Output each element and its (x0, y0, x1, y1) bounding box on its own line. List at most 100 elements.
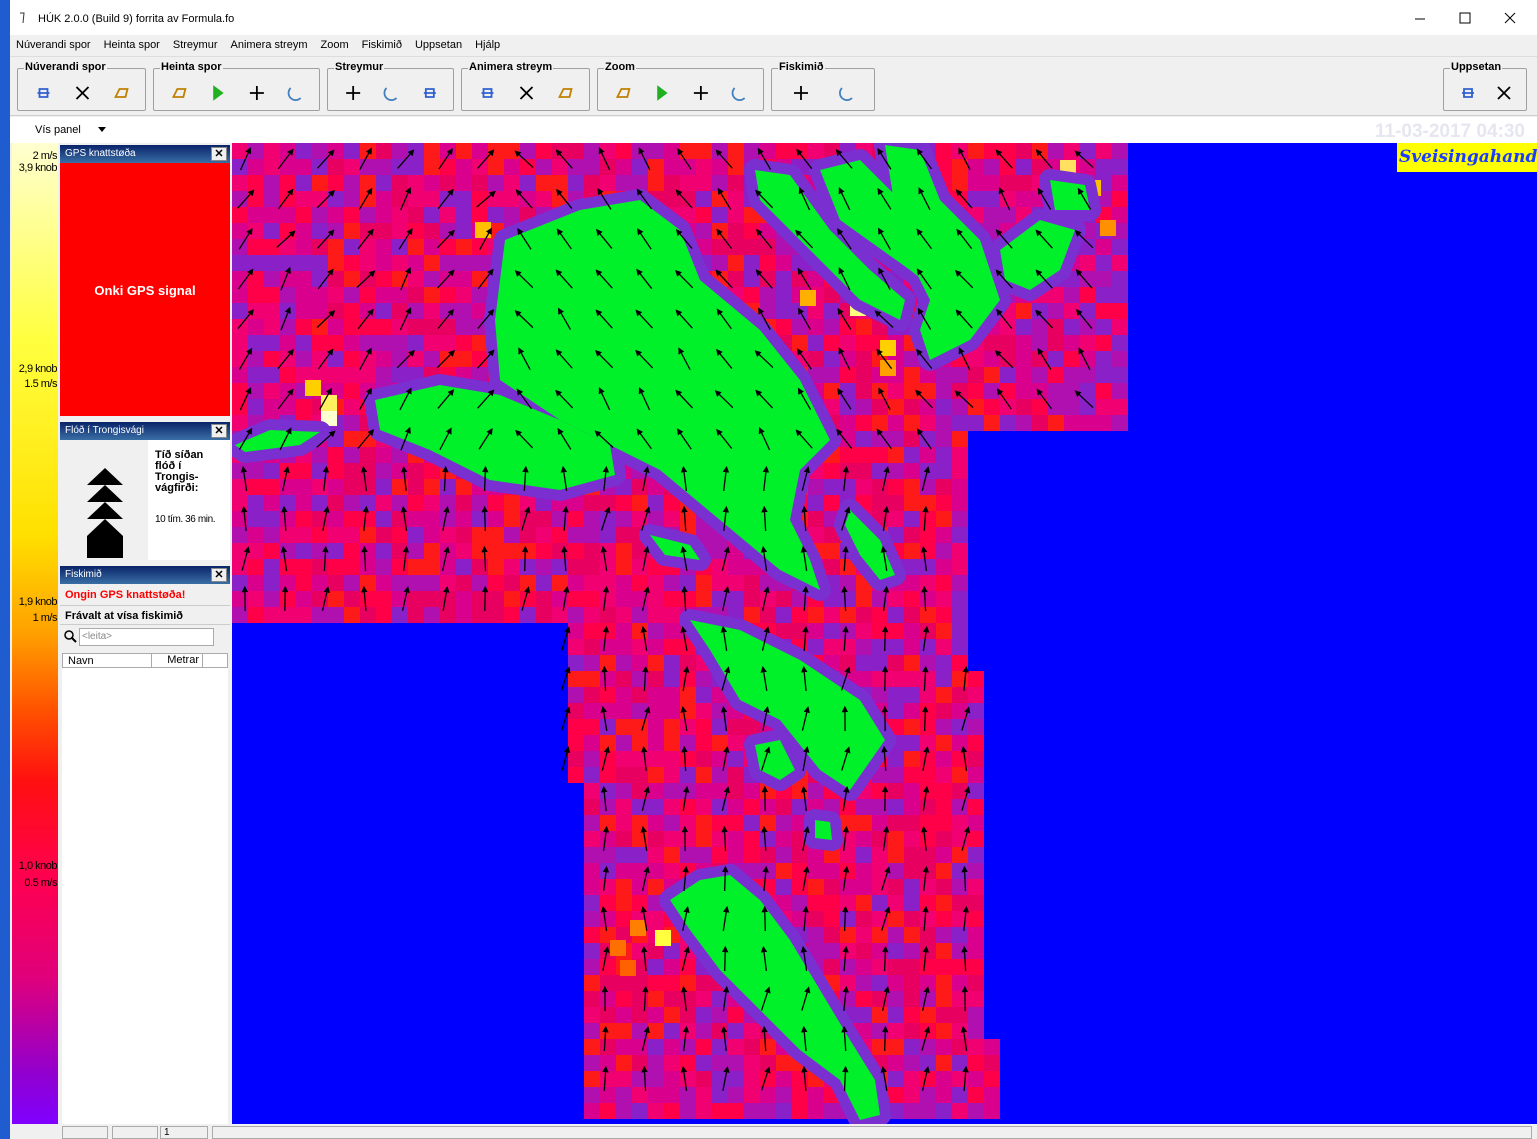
current-cell (321, 410, 337, 426)
toolbar-button[interactable] (37, 88, 50, 98)
current-cell (632, 1087, 648, 1103)
toolbar-button[interactable] (1462, 88, 1474, 98)
current-cell (1016, 159, 1032, 175)
toolbar-button[interactable] (481, 88, 494, 98)
current-arrow (958, 147, 971, 171)
toolbar-button[interactable] (693, 86, 708, 100)
button-icon (213, 85, 224, 101)
current-cell (264, 223, 280, 239)
current-map[interactable] (232, 143, 1537, 1124)
toolbar-button[interactable] (731, 87, 746, 101)
menu-item[interactable]: Streymur (172, 39, 218, 51)
current-cell (600, 975, 616, 991)
current-cell (472, 367, 488, 383)
current-cell (568, 767, 584, 783)
fish-option[interactable]: Frávalt at vísa fiskimið (60, 605, 230, 625)
current-cell (936, 367, 952, 383)
current-cell (568, 671, 584, 687)
current-cell (648, 687, 664, 703)
current-arrow (557, 307, 572, 330)
current-cell (696, 591, 712, 607)
current-cell (904, 447, 920, 463)
column-header[interactable]: Navn (68, 655, 94, 667)
current-arrow (1074, 230, 1094, 249)
search-box[interactable]: <leita> (79, 628, 214, 646)
current-arrow (801, 466, 811, 491)
column-header[interactable]: Metrar (151, 654, 203, 667)
toolbar-button[interactable] (423, 88, 436, 98)
current-cell (408, 543, 424, 559)
current-cell (904, 703, 920, 719)
close-button[interactable]: ✕ (211, 424, 227, 438)
current-cell (1080, 271, 1096, 287)
current-cell (952, 1087, 968, 1103)
current-cell (264, 383, 280, 399)
current-cell (392, 527, 408, 543)
toolbar-button[interactable] (114, 88, 129, 98)
current-arrow (716, 308, 732, 330)
current-cell (328, 607, 344, 623)
current-arrow (360, 465, 368, 491)
current-cell (888, 415, 904, 431)
toolbar-button[interactable] (346, 86, 361, 100)
current-cell (728, 191, 744, 207)
toolbar-button[interactable] (839, 87, 853, 101)
current-arrow (602, 1025, 609, 1052)
current-cell (952, 175, 968, 191)
current-cell (648, 703, 664, 719)
current-cell (600, 511, 616, 527)
menu-item[interactable]: Heinta spor (103, 39, 160, 51)
current-cell (280, 607, 296, 623)
current-cell (1080, 239, 1096, 255)
current-cell (328, 575, 344, 591)
current-cell (648, 799, 664, 815)
panel-toggle[interactable]: Vís panel (35, 124, 81, 136)
menu-item[interactable]: Hjálp (475, 39, 501, 51)
current-cell (808, 495, 824, 511)
current-cell (968, 767, 984, 783)
toolbar-button[interactable] (558, 88, 573, 98)
toolbar-button[interactable] (794, 86, 808, 100)
toolbar-button[interactable] (657, 85, 668, 101)
current-cell (824, 895, 840, 911)
current-cell (584, 879, 600, 895)
menu-item[interactable]: Núverandi spor (16, 39, 91, 51)
toolbar-button[interactable] (213, 85, 224, 101)
current-cell (1096, 143, 1112, 159)
current-cell (760, 815, 776, 831)
current-cell (456, 159, 472, 175)
current-arrow (801, 706, 810, 731)
menu-item[interactable]: Zoom (320, 39, 349, 51)
current-cell (792, 911, 808, 927)
toolbar-button[interactable] (519, 86, 534, 100)
menu-item[interactable]: Animera streym (230, 39, 308, 51)
current-cell (952, 399, 968, 415)
current-arrow (877, 147, 892, 170)
current-cell (824, 607, 840, 623)
current-cell (968, 671, 984, 687)
current-cell (856, 591, 872, 607)
current-cell (800, 290, 816, 306)
close-button[interactable]: ✕ (211, 568, 227, 582)
current-cell (920, 847, 936, 863)
current-arrow (961, 786, 971, 811)
toolbar-button[interactable] (287, 87, 302, 101)
window-controls[interactable] (1405, 10, 1535, 26)
menu-item[interactable]: Fiskimið (361, 39, 402, 51)
toolbar-button[interactable] (249, 86, 264, 100)
current-arrow (882, 945, 889, 972)
toolbar-button[interactable] (615, 88, 631, 98)
current-cell (680, 671, 696, 687)
current-cell (648, 1103, 664, 1119)
current-cell (616, 495, 632, 511)
current-cell (264, 287, 280, 303)
toolbar-button[interactable] (383, 87, 398, 101)
current-arrow (877, 187, 892, 210)
toolbar-button[interactable] (1497, 86, 1511, 100)
close-button[interactable]: ✕ (211, 147, 227, 161)
toolbar-button[interactable] (171, 88, 187, 98)
toolbar-button[interactable] (75, 86, 90, 100)
menu-item[interactable]: Uppsetan (414, 39, 463, 51)
dropdown-arrow[interactable] (98, 127, 106, 133)
current-arrow (358, 187, 373, 210)
